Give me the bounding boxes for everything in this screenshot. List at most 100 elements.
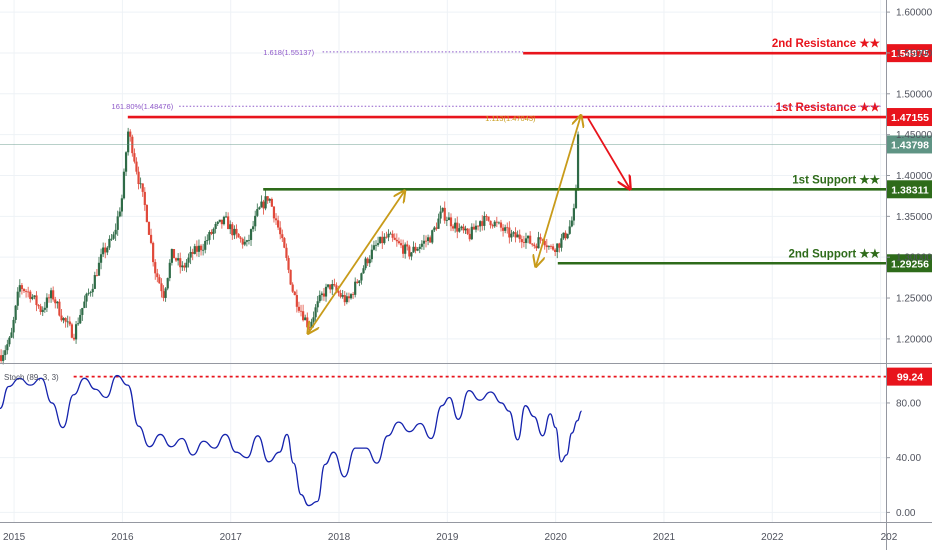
support-price-tag [887, 254, 932, 273]
candle-body [233, 228, 236, 236]
candle-body [252, 226, 255, 230]
candle-body [435, 227, 438, 229]
candle-body [558, 243, 561, 248]
candle-body [83, 301, 86, 308]
candle-body [476, 225, 480, 227]
candle-body [68, 321, 71, 325]
candle-body [91, 288, 94, 293]
candle-body [297, 306, 301, 311]
candle-body [220, 219, 223, 225]
candle-body [291, 284, 294, 292]
resistance-price-label: 1.47155 [891, 112, 929, 124]
candle-body [154, 262, 157, 274]
candle-body [164, 288, 167, 298]
projection-arrow [587, 117, 629, 187]
candle-body [106, 247, 109, 253]
candle-body [426, 237, 430, 242]
candle-body [258, 207, 261, 210]
stoch-level-label: 99.24 [897, 372, 923, 384]
candle-body [66, 321, 69, 323]
resistance-price-label: 1.54975 [891, 48, 929, 60]
candle-body [441, 207, 444, 212]
candle-body [249, 229, 253, 240]
candle-body [158, 277, 161, 284]
candle-body [170, 249, 173, 263]
fib-label: 1.113(1.47043) [485, 114, 536, 123]
candle-body [31, 296, 34, 299]
support-label: 2nd Support ★★ [788, 247, 880, 260]
projection-arrow [309, 192, 404, 333]
candle-body [270, 199, 273, 207]
candle-body [137, 171, 140, 185]
support-label: 1st Support ★★ [792, 173, 880, 186]
candle-body [489, 220, 492, 226]
candle-body [37, 305, 40, 307]
candle-body [458, 228, 461, 232]
candle-body [483, 215, 486, 226]
candle-body [27, 291, 30, 293]
y-tick-label: 1.45000 [896, 130, 932, 141]
candle-body [362, 268, 365, 274]
candle-body [0, 355, 3, 361]
candle-body [179, 258, 182, 268]
candle-body [526, 235, 530, 239]
candle-body [70, 324, 74, 338]
candle-body [56, 301, 59, 304]
candle-body [229, 224, 232, 230]
candle-body [16, 291, 19, 306]
stoch-level-tag [887, 367, 932, 386]
candle-body [472, 226, 476, 230]
candle-body [520, 239, 523, 243]
candle-body [227, 216, 230, 230]
candle-body [306, 317, 309, 328]
candle-body [274, 218, 278, 221]
candle-body [287, 257, 290, 270]
candle-body [566, 233, 569, 239]
candle-body [104, 247, 107, 253]
candle-body [135, 161, 138, 172]
candle-body [554, 249, 557, 253]
candle-body [508, 227, 511, 238]
candle-body [399, 243, 403, 246]
candle-body [312, 317, 315, 322]
candle-body [41, 309, 44, 313]
candle-body [24, 291, 28, 292]
candle-body [110, 238, 113, 240]
y-tick-label: 1.35000 [896, 212, 932, 223]
candle-body [279, 227, 282, 235]
candle-body [322, 293, 326, 297]
candle-body [35, 295, 38, 306]
candle-body [172, 249, 176, 259]
candle-body [333, 284, 336, 286]
candle-body [289, 269, 292, 285]
candle-body [497, 222, 501, 224]
candle-body [254, 215, 257, 227]
candle-body [231, 224, 234, 236]
candle-body [72, 337, 76, 340]
y-tick-label: 1.50000 [896, 89, 932, 100]
projection-arrow [536, 117, 580, 266]
candle-body [58, 301, 61, 316]
candle-body [20, 285, 24, 290]
candle-body [468, 233, 471, 240]
candle-body [401, 245, 405, 254]
x-tick-label: 2019 [436, 532, 459, 543]
candle-body [389, 233, 392, 235]
candle-body [22, 289, 26, 292]
candle-body [570, 220, 573, 227]
candle-body [370, 249, 373, 260]
candle-body [283, 238, 286, 248]
candle-body [133, 153, 136, 162]
y-tick-label: 1.60000 [896, 8, 932, 19]
candle-body [343, 295, 346, 303]
candle-body [431, 230, 434, 243]
candle-body [454, 222, 457, 229]
candle-body [212, 228, 215, 234]
candle-body [191, 251, 194, 254]
y-tick-label: 1.30000 [896, 253, 932, 264]
candle-body [95, 275, 98, 276]
candle-body [324, 286, 328, 297]
candle-body [54, 299, 57, 304]
candle-body [193, 246, 196, 254]
